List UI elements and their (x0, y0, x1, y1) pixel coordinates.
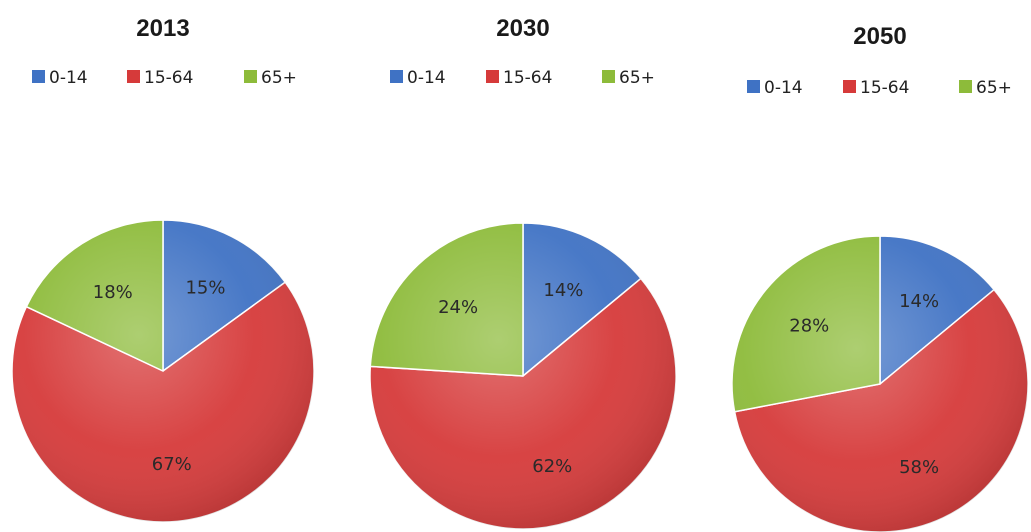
legend-label-0-14: 0-14 (764, 78, 803, 98)
data-label-0-14: 14% (543, 280, 583, 301)
legend-label-65-plus: 65+ (619, 68, 655, 88)
data-label-65-plus: 24% (438, 297, 478, 318)
data-label-15-64: 62% (532, 456, 572, 477)
legend-label-0-14: 0-14 (49, 68, 88, 88)
chart-title-2013: 2013 (136, 15, 189, 42)
legend-swatch-65-plus (602, 70, 615, 83)
pie-2050: 14% 58% 28% (731, 235, 1029, 532)
data-label-15-64: 67% (152, 454, 192, 475)
legend-label-15-64: 15-64 (503, 68, 552, 88)
data-label-0-14: 15% (185, 278, 225, 299)
legend-swatch-65-plus (959, 80, 972, 93)
legend-swatch-65-plus (244, 70, 257, 83)
chart-2030: 2030 0-14 15-64 65+ 14% 62% 24% (369, 15, 677, 530)
data-label-15-64: 58% (899, 457, 939, 478)
chart-title-2050: 2050 (853, 23, 906, 50)
data-label-65-plus: 28% (789, 316, 829, 337)
legend-2013: 0-14 15-64 65+ (32, 68, 297, 88)
legend-swatch-15-64 (127, 70, 140, 83)
chart-title-2030: 2030 (496, 15, 549, 42)
data-label-0-14: 14% (899, 291, 939, 312)
legend-label-65-plus: 65+ (261, 68, 297, 88)
chart-2013: 2013 0-14 15-64 65+ 15% 67% 18% (11, 15, 315, 523)
pie-2013: 15% 67% 18% (11, 219, 315, 523)
data-label-65-plus: 18% (93, 282, 133, 303)
chart-2050: 2050 0-14 15-64 65+ 14% 58% 28% (731, 23, 1029, 532)
legend-swatch-0-14 (390, 70, 403, 83)
legend-label-65-plus: 65+ (976, 78, 1012, 98)
pie-2030: 14% 62% 24% (369, 222, 677, 530)
legend-swatch-0-14 (747, 80, 760, 93)
legend-swatch-15-64 (843, 80, 856, 93)
legend-2030: 0-14 15-64 65+ (390, 68, 655, 88)
legend-2050: 0-14 15-64 65+ (747, 78, 1012, 98)
legend-swatch-15-64 (486, 70, 499, 83)
legend-label-15-64: 15-64 (860, 78, 909, 98)
legend-label-15-64: 15-64 (144, 68, 193, 88)
legend-swatch-0-14 (32, 70, 45, 83)
legend-label-0-14: 0-14 (407, 68, 446, 88)
